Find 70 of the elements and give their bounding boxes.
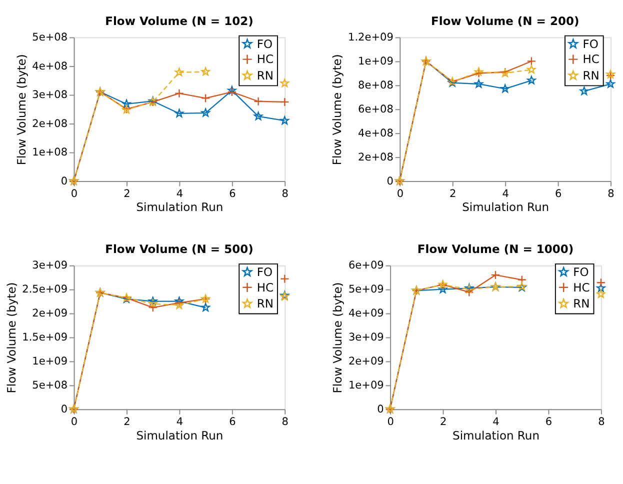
y-tick-label: 1.2e+09: [348, 32, 394, 44]
legend-label: FO: [256, 264, 273, 279]
y-tick-label: 0: [377, 404, 384, 416]
y-axis-title: Flow Volume (byte): [330, 54, 344, 166]
x-tick-label: 0: [396, 188, 404, 200]
y-tick-label: 6e+09: [348, 260, 384, 272]
chart-title: Flow Volume (N = 102): [105, 14, 254, 28]
y-tick-label: 3e+09: [348, 332, 384, 344]
x-axis-title: Simulation Run: [136, 428, 224, 442]
y-tick-label: 1e+09: [348, 380, 384, 392]
legend-label: FO: [582, 36, 598, 51]
x-tick-label: 6: [554, 188, 562, 200]
x-tick-label: 4: [502, 188, 510, 200]
y-tick-label: 2e+08: [358, 151, 394, 164]
x-tick-label: 2: [124, 416, 130, 428]
x-axis-title: Simulation Run: [452, 428, 540, 442]
x-tick-label: 8: [608, 188, 614, 200]
x-tick-label: 8: [598, 416, 605, 428]
y-tick-label: 8e+08: [358, 80, 394, 92]
y-tick-label: 5e+08: [32, 380, 68, 392]
y-tick-label: 2e+09: [32, 308, 68, 320]
legend-label: RN: [582, 68, 600, 82]
legend-label: RN: [573, 296, 590, 311]
x-tick-label: 0: [70, 416, 78, 428]
x-tick-label: 2: [440, 416, 447, 428]
x-tick-label: 4: [176, 416, 184, 428]
y-tick-label: 2e+09: [348, 356, 384, 368]
x-tick-label: 0: [70, 188, 78, 200]
y-axis-title: Flow Volume (byte): [14, 54, 28, 166]
x-tick-label: 2: [124, 188, 130, 200]
x-axis-title: Simulation Run: [462, 200, 550, 214]
y-tick-label: 5e+08: [32, 32, 68, 44]
x-tick-label: 6: [229, 416, 236, 428]
y-tick-label: 2.5e+09: [22, 284, 68, 296]
x-tick-label: 6: [229, 188, 236, 200]
x-tick-label: 8: [282, 416, 288, 428]
y-axis-title: Flow Volume (byte): [330, 282, 345, 394]
legend-label: HC: [256, 280, 274, 294]
x-tick-label: 6: [545, 416, 552, 428]
legend-label: HC: [256, 52, 274, 66]
y-tick-label: 1e+08: [32, 146, 68, 159]
legend-label: RN: [256, 68, 274, 82]
chart-title: Flow Volume (N = 1000): [417, 242, 574, 256]
y-tick-label: 4e+09: [348, 308, 384, 320]
y-axis-title: Flow Volume (byte): [4, 282, 18, 394]
y-tick-label: 4e+08: [358, 127, 394, 140]
y-tick-label: 0: [60, 175, 68, 188]
y-tick-label: 4e+08: [32, 60, 68, 72]
legend-label: FO: [256, 36, 273, 51]
x-tick-label: 4: [176, 188, 184, 200]
x-tick-label: 4: [492, 416, 500, 428]
y-tick-label: 3e+08: [32, 89, 68, 102]
y-tick-label: 3e+09: [32, 260, 68, 272]
y-tick-label: 1e+09: [358, 56, 394, 68]
chart-title: Flow Volume (N = 500): [105, 242, 254, 256]
y-tick-label: 1.5e+09: [22, 332, 68, 344]
chart-title: Flow Volume (N = 200): [431, 14, 580, 28]
x-tick-label: 8: [282, 188, 288, 200]
y-tick-label: 0: [60, 404, 68, 416]
y-tick-label: 1e+09: [32, 356, 68, 368]
legend-label: FO: [573, 264, 589, 279]
legend-label: RN: [256, 296, 274, 311]
x-tick-label: 2: [450, 188, 456, 200]
y-tick-label: 2e+08: [32, 118, 68, 130]
legend-label: HC: [573, 280, 590, 294]
y-tick-label: 0: [386, 175, 394, 188]
y-tick-label: 5e+09: [348, 284, 384, 296]
x-axis-title: Simulation Run: [136, 200, 224, 214]
y-tick-label: 6e+08: [358, 104, 394, 116]
legend-label: HC: [582, 52, 600, 66]
